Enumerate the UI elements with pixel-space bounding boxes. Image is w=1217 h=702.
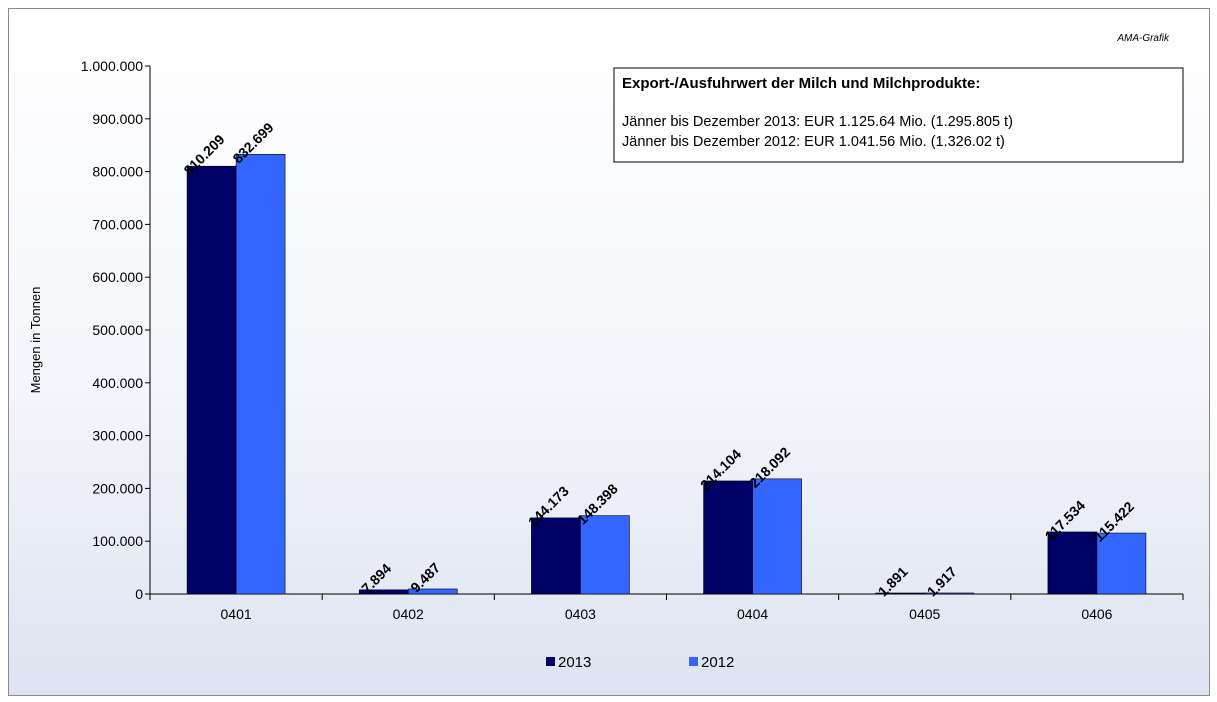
y-tick-label: 100.000 — [92, 533, 143, 549]
bar-2012-0405 — [924, 592, 975, 595]
y-tick-label: 600.000 — [92, 269, 143, 285]
y-tick-label: 400.000 — [92, 375, 143, 391]
y-tick-label: 0 — [135, 586, 143, 602]
y-tick-label: 700.000 — [92, 216, 143, 232]
bar-2012-0403 — [580, 515, 630, 595]
bar-2013-0403 — [531, 517, 581, 595]
info-box-line-2013: Jänner bis Dezember 2013: EUR 1.125.64 M… — [622, 114, 1013, 130]
info-box: Export-/Ausfuhrwert der Milch und Milchp… — [613, 67, 1184, 163]
x-axis: 0401 0402 0403 0404 0405 0406 — [149, 593, 1184, 622]
info-box-line-2012: Jänner bis Dezember 2012: EUR 1.041.56 M… — [622, 134, 1005, 150]
y-tick-label: 900.000 — [92, 111, 143, 127]
x-tick-label: 0405 — [909, 606, 940, 622]
x-tick-label: 0406 — [1081, 606, 1112, 622]
y-axis-title: Mengen in Tonnen — [28, 287, 43, 394]
y-tick-label: 500.000 — [92, 322, 143, 338]
legend-swatch-2013 — [546, 657, 555, 666]
x-tick-label: 0404 — [737, 606, 768, 622]
bar-2012-0402 — [407, 588, 458, 595]
legend-swatch-2012 — [689, 657, 698, 666]
legend: 2013 2012 — [546, 654, 734, 671]
info-box-frame — [613, 67, 1184, 163]
legend-label-2013: 2013 — [558, 654, 591, 671]
chart-credit: AMA-Grafik — [1116, 33, 1170, 44]
bars — [186, 154, 1147, 595]
x-tick-label: 0401 — [221, 606, 252, 622]
y-tick-label: 800.000 — [92, 164, 143, 180]
y-tick-label: 200.000 — [92, 480, 143, 496]
legend-label-2012: 2012 — [701, 654, 734, 671]
x-tick-label: 0403 — [565, 606, 596, 622]
y-tick-label: 1.000.000 — [81, 58, 143, 74]
bar-2013-0404 — [703, 480, 753, 595]
bar-2013-0401 — [186, 165, 237, 595]
info-box-title: Export-/Ausfuhrwert der Milch und Milchp… — [622, 75, 980, 92]
bar-2013-0406 — [1047, 531, 1098, 595]
y-axis: 0 100.000 200.000 300.000 400.000 500.000 600.… — [81, 58, 151, 602]
x-tick-label: 0402 — [393, 606, 424, 622]
bar-2012-0406 — [1096, 532, 1147, 595]
y-tick-label: 300.000 — [92, 428, 143, 444]
bar-2012-0404 — [752, 478, 802, 595]
bar-2012-0401 — [235, 154, 286, 595]
